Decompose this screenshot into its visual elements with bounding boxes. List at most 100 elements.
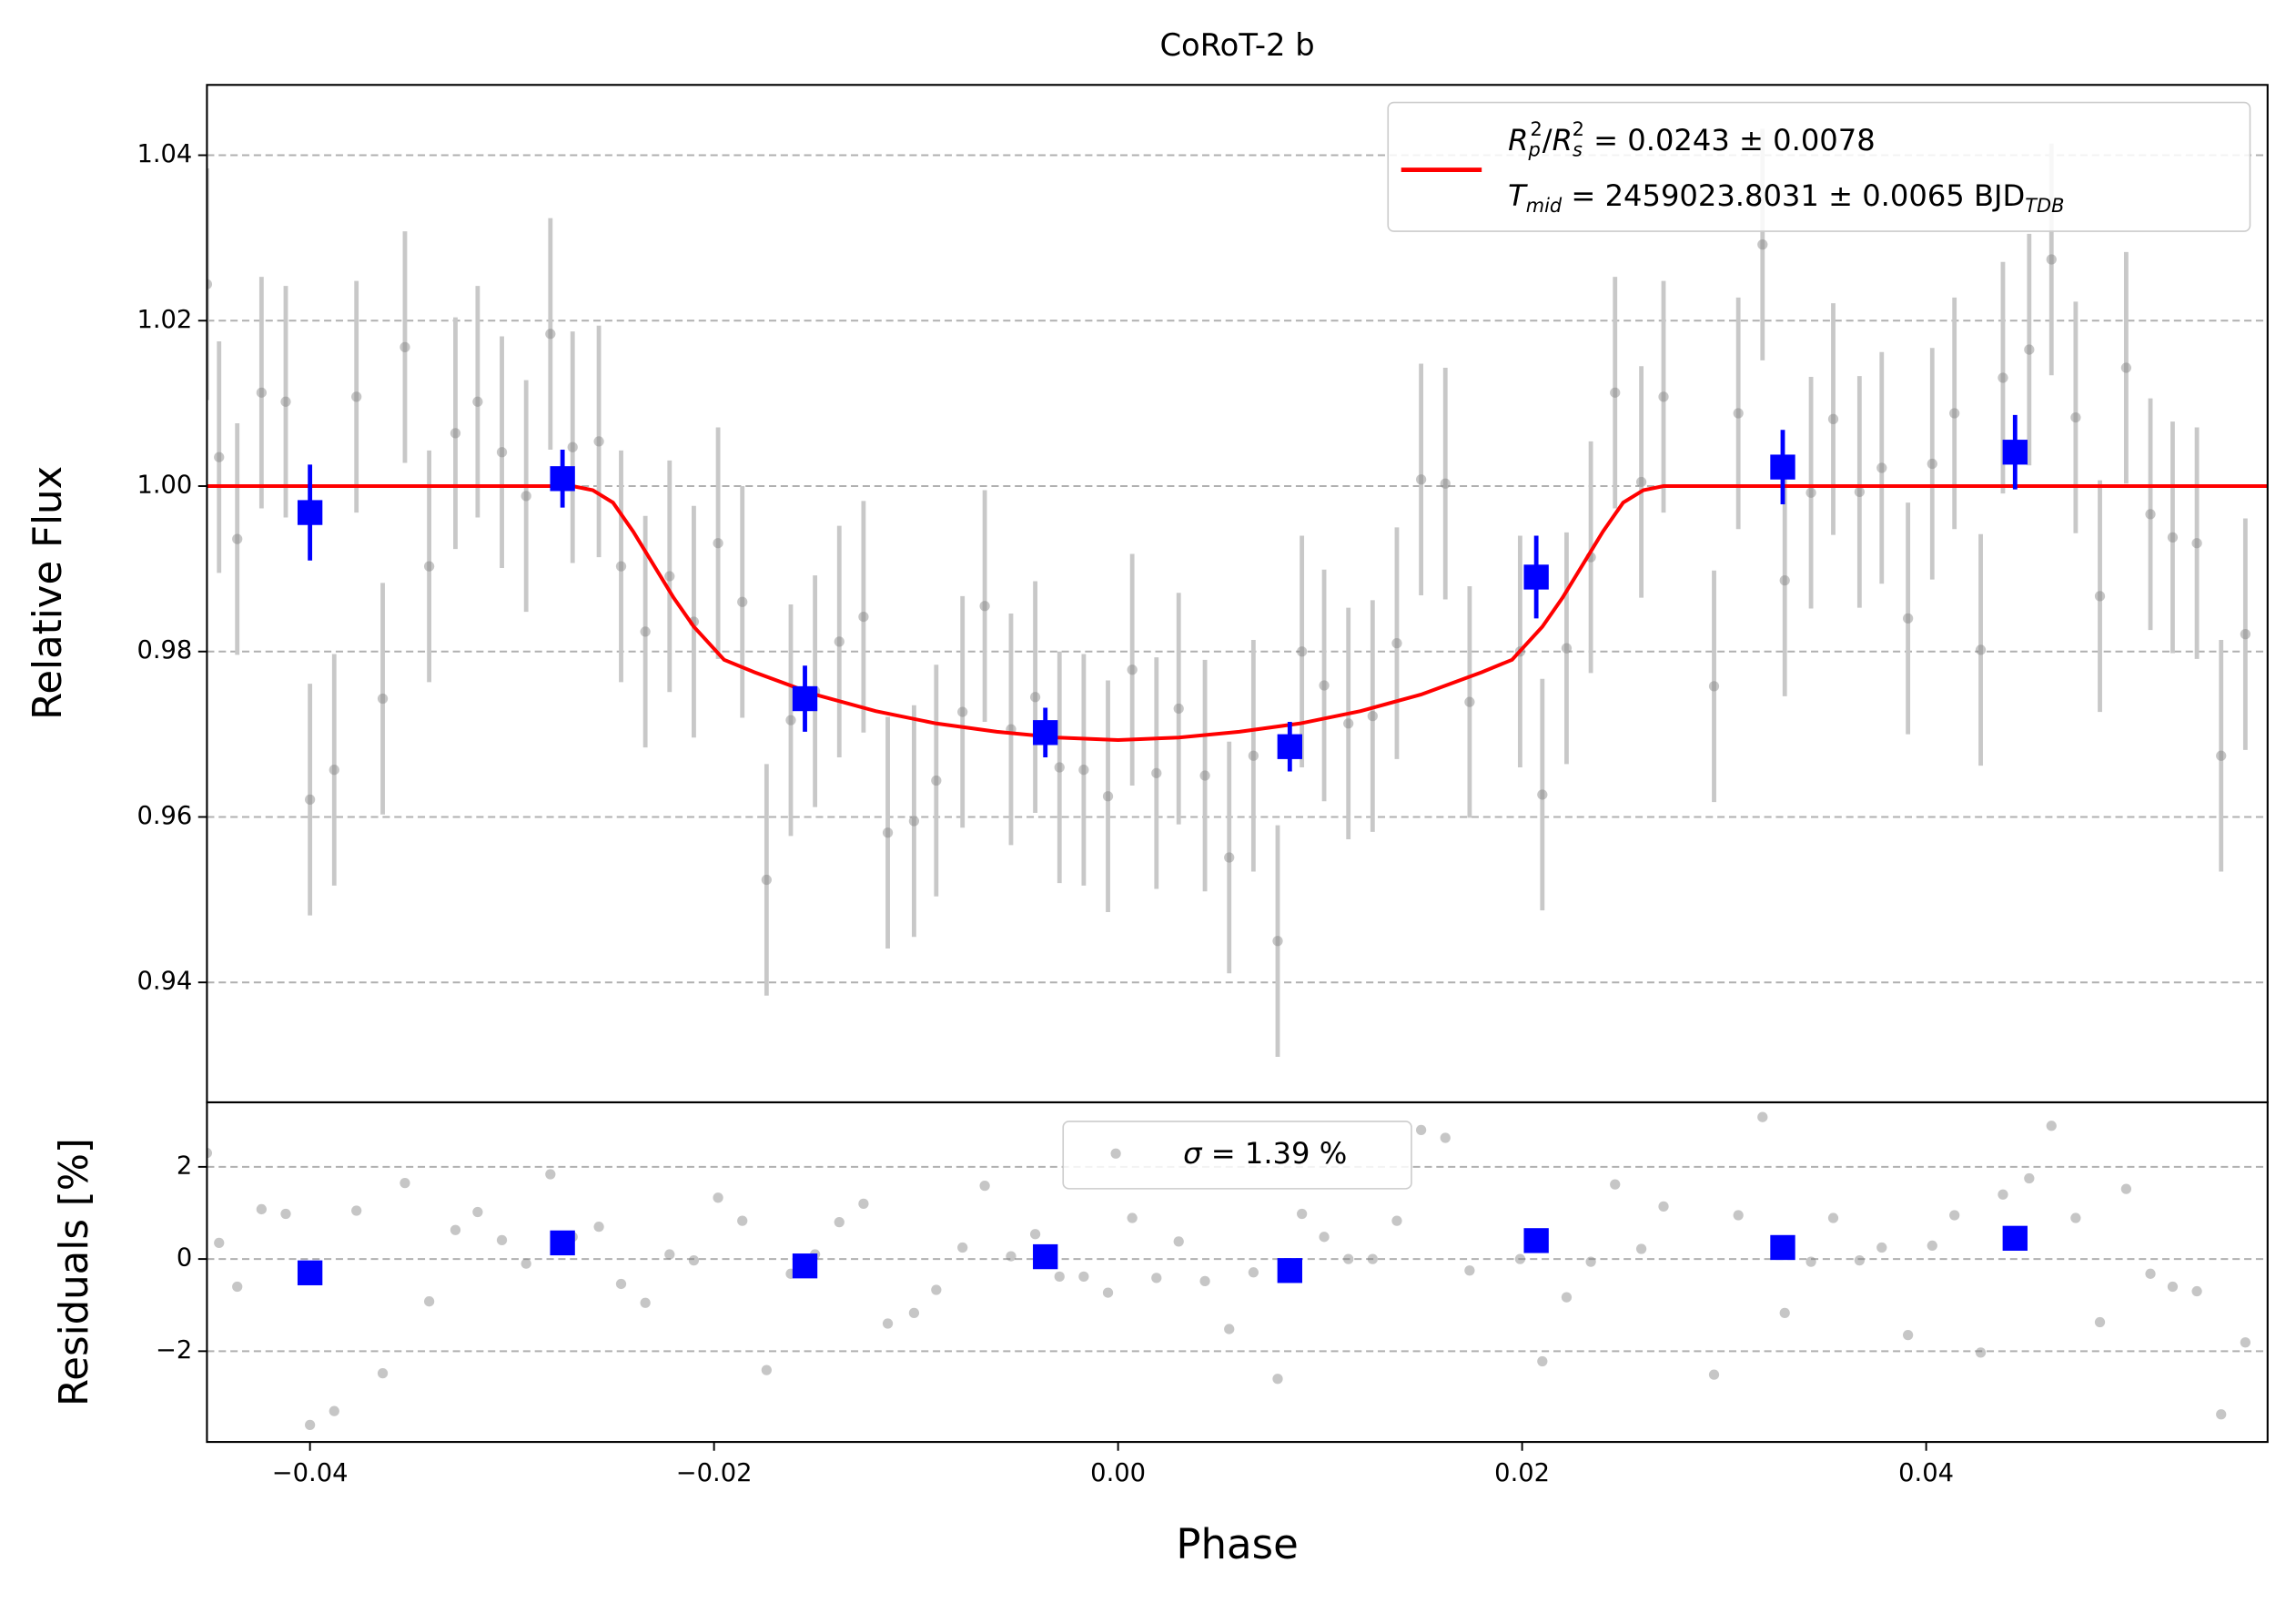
chart-title: CoRoT-2 b: [1159, 27, 1314, 63]
legend-text: σ: [1183, 1136, 1203, 1171]
data-point: [1757, 1111, 1768, 1122]
data-point: [1127, 665, 1138, 675]
binned-point: [1770, 1234, 1795, 1261]
binned-point: [1277, 734, 1302, 759]
data-point: [737, 1215, 748, 1226]
data-point: [834, 1216, 845, 1228]
data-point: [1927, 458, 1937, 470]
data-point: [1078, 765, 1089, 776]
legend-label: Rp2/Rs2 = 0.0243 ± 0.0078: [1508, 118, 1876, 161]
data-point: [1173, 703, 1184, 715]
data-point: [1658, 1201, 1669, 1212]
data-point: [882, 827, 894, 838]
data-point: [882, 1318, 894, 1329]
y-tick-label: 1.04: [137, 140, 192, 168]
data-point: [1248, 750, 1259, 761]
data-point: [1610, 387, 1621, 398]
data-point: [1975, 1347, 1987, 1358]
legends: Rp2/Rs2 = 0.0243 ± 0.0078 Tmid = 2459023…: [1062, 101, 2251, 1190]
model-line: [207, 483, 2268, 742]
data-point: [1199, 770, 1210, 781]
data-point: [1343, 718, 1354, 729]
data-point: [908, 1307, 920, 1318]
data-point: [1561, 643, 1573, 654]
data-point: [2191, 1285, 2202, 1297]
binned-point: [550, 1230, 575, 1256]
data-point: [1367, 1253, 1378, 1264]
y-tick-label: 0.96: [137, 802, 192, 830]
data-point: [496, 1234, 508, 1245]
data-point: [1391, 1215, 1402, 1226]
data-point: [400, 341, 410, 352]
legend-text: TDB: [2025, 195, 2064, 217]
legend-text: = 2459023.8031 ± 0.0065 BJD: [1562, 178, 2025, 213]
data-point: [957, 1242, 968, 1253]
data-point: [1029, 692, 1041, 703]
data-point: [1805, 487, 1816, 498]
data-point: [1537, 789, 1548, 800]
data-point: [2094, 1316, 2106, 1328]
data-point: [1903, 613, 1914, 624]
data-point: [615, 1278, 627, 1290]
plot-layer: 0.94 0.96 0.98 1.00 1.02 1.04 −2 0 2 −0.04 −0.02 0.…: [137, 84, 2269, 1487]
data-point: [232, 533, 243, 544]
legend-swatch: [1110, 1148, 1121, 1159]
data-point: [640, 1297, 651, 1308]
data-point: [1903, 1330, 1914, 1341]
data-point: [423, 561, 435, 572]
data-point: [640, 626, 651, 637]
data-point: [1927, 1240, 1937, 1252]
data-point: [1297, 646, 1308, 657]
data-point: [1102, 791, 1114, 802]
legend-text: R: [1508, 123, 1528, 157]
plot-area: [207, 128, 2268, 1058]
data-point: [1415, 474, 1427, 485]
data-point: [1391, 638, 1402, 649]
data-point: [1054, 762, 1065, 773]
binned-point: [1033, 720, 1058, 746]
data-point: [1224, 1324, 1235, 1334]
x-axis-label: Phase: [1176, 1520, 1298, 1568]
data-point: [1998, 372, 2008, 383]
data-point: [1464, 1265, 1475, 1276]
data-point: [1635, 476, 1647, 488]
data-point: [2046, 1121, 2057, 1131]
data-point: [761, 874, 772, 886]
data-point: [1708, 1369, 1720, 1380]
data-point: [2120, 362, 2132, 373]
data-point: [1537, 1355, 1548, 1367]
data-point: [1949, 408, 1960, 419]
data-point: [1514, 1253, 1526, 1264]
data-point: [1272, 936, 1283, 947]
legend-text: = 0.0243 ± 0.0078: [1584, 123, 1876, 157]
x-tick-label: 0.00: [1090, 1459, 1146, 1487]
data-point: [737, 596, 748, 607]
legend-text: s: [1573, 139, 1583, 161]
data-point: [1876, 1242, 1887, 1253]
data-point: [979, 601, 990, 612]
y-tick-label: 1.02: [137, 306, 192, 334]
data-point: [1367, 710, 1378, 722]
data-point: [450, 428, 461, 439]
data-point: [2167, 532, 2179, 543]
data-point: [496, 447, 508, 458]
data-point: [1006, 1251, 1017, 1262]
data-point: [377, 1368, 389, 1379]
data-point: [521, 491, 531, 502]
data-point: [1029, 1229, 1041, 1240]
data-point: [908, 816, 920, 827]
binned-point: [1523, 564, 1549, 590]
x-tick-label: 0.04: [1898, 1459, 1954, 1487]
data-point: [1779, 1307, 1790, 1318]
legend-text: T: [1508, 178, 1528, 213]
data-point: [1102, 1287, 1114, 1298]
data-point: [615, 561, 627, 572]
data-point: [1827, 413, 1839, 425]
binned-point: [792, 685, 818, 712]
legend-text: R: [1553, 123, 1573, 157]
x-tick-label: 0.02: [1494, 1459, 1550, 1487]
legend-label: Tmid = 2459023.8031 ± 0.0065 BJDTDB: [1508, 178, 2064, 217]
data-point: [400, 1177, 410, 1189]
y-tick-label: 2: [177, 1152, 192, 1180]
